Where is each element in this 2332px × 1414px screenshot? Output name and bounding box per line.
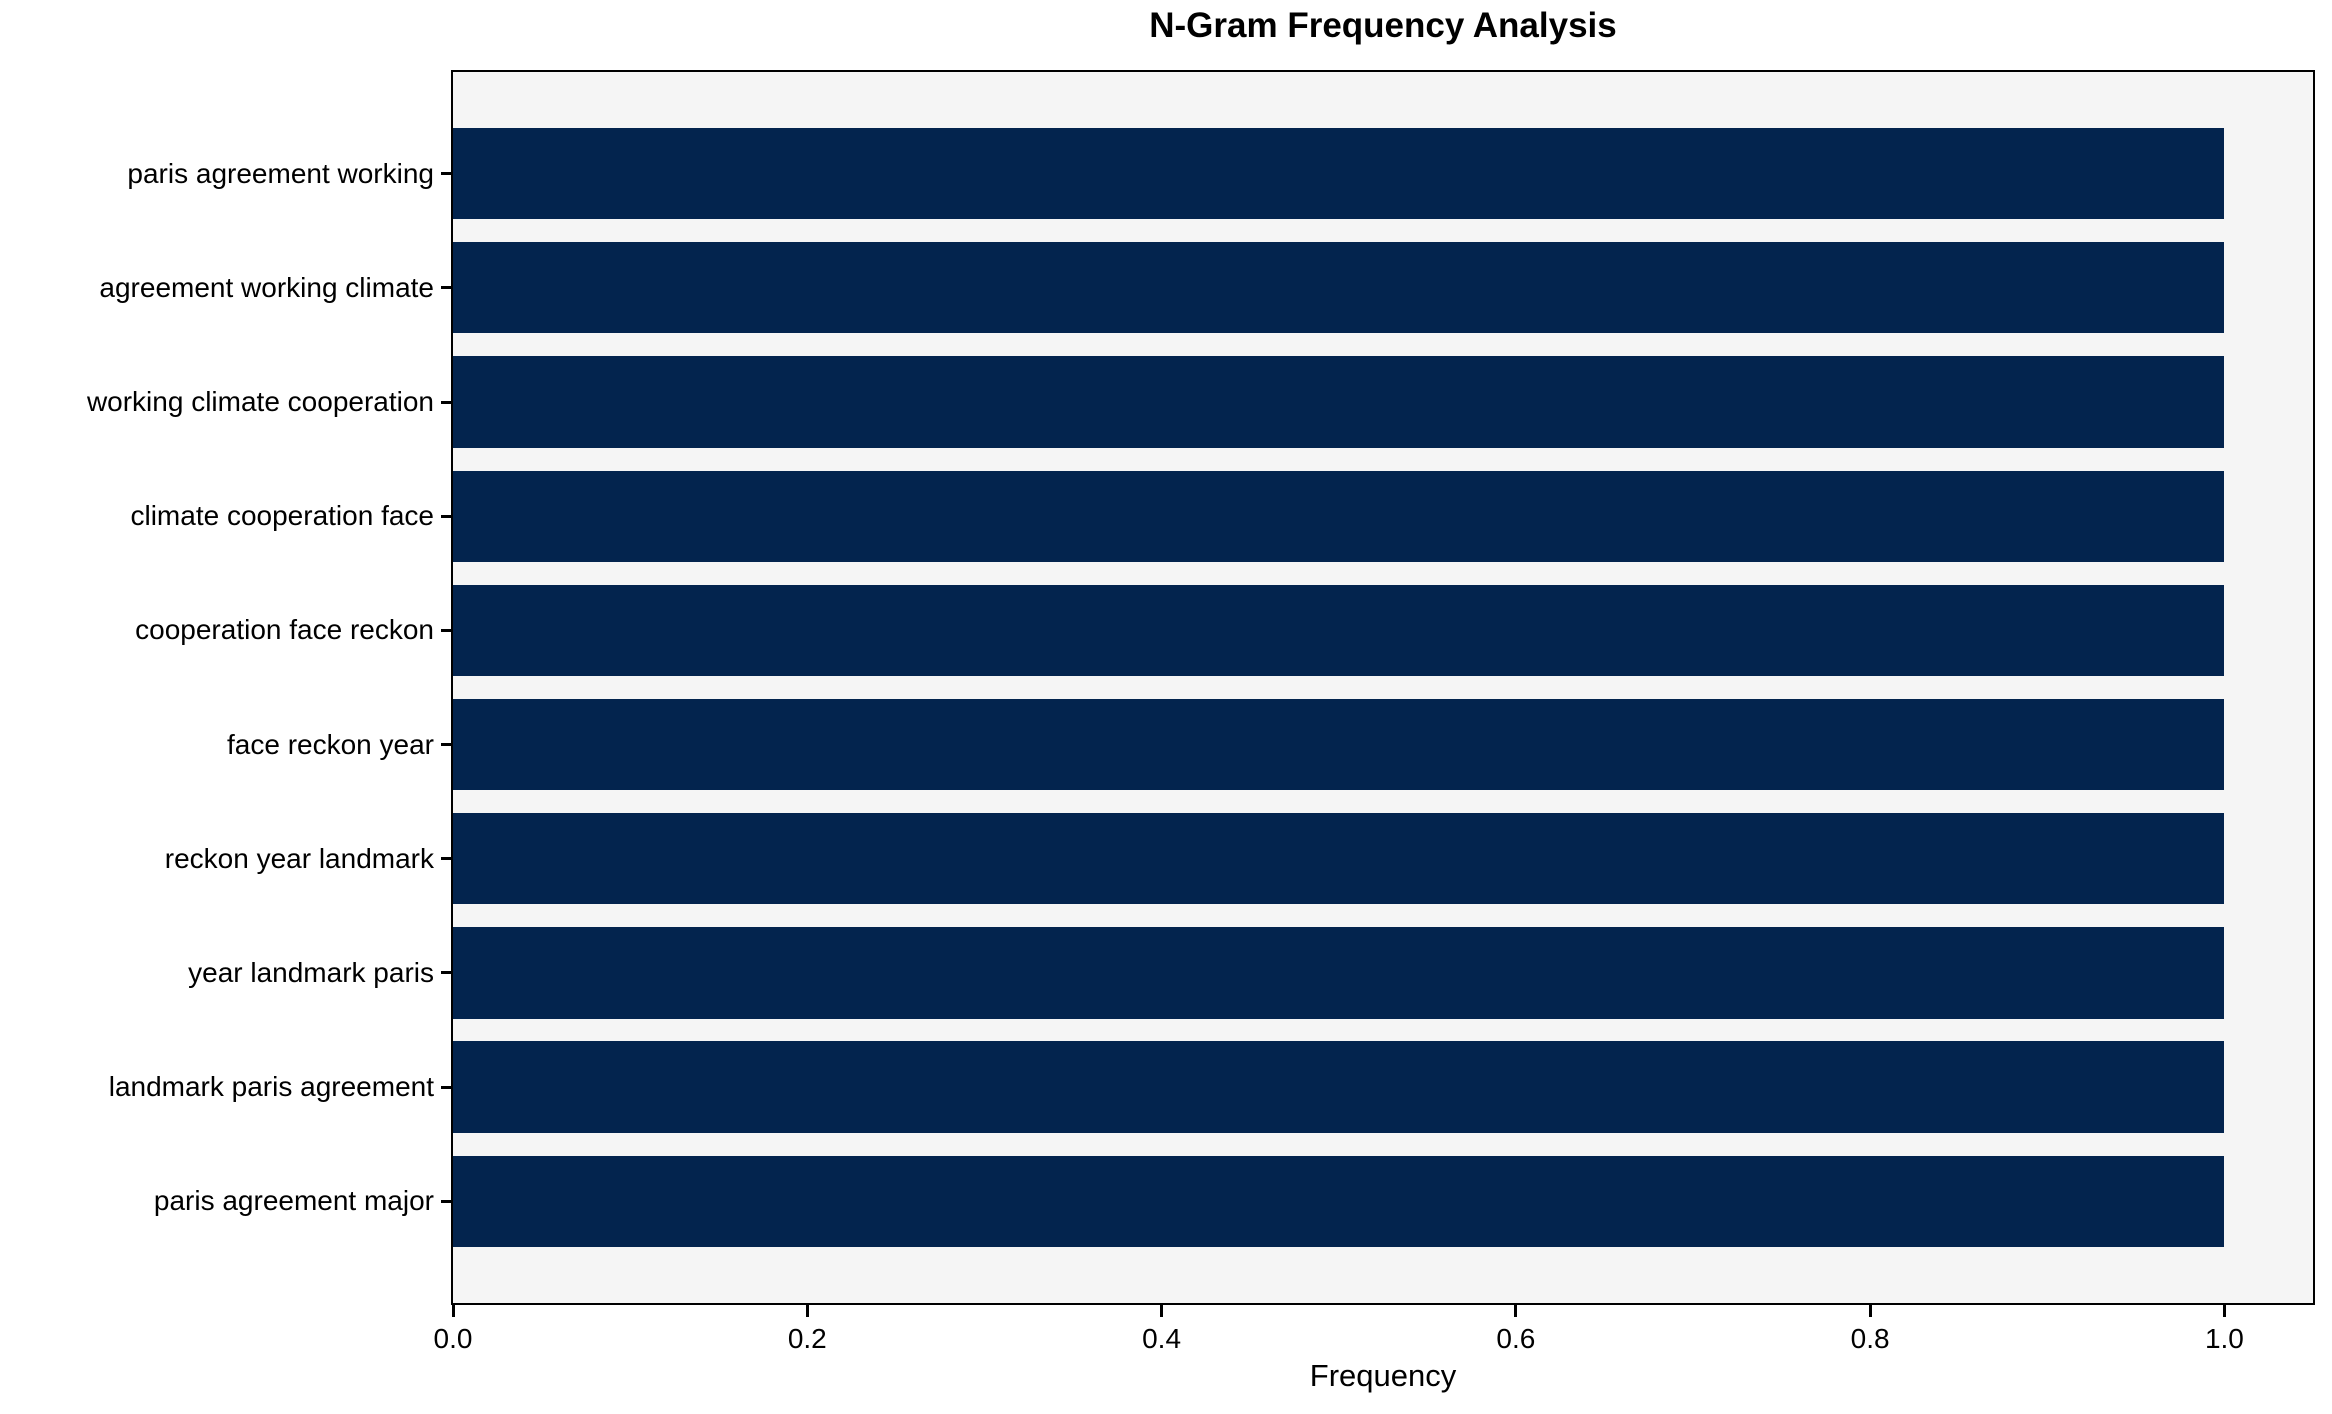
x-tick-mark (451, 1305, 455, 1317)
y-tick-mark (441, 400, 453, 404)
x-tick-mark (1160, 1305, 1164, 1317)
bar (453, 927, 2225, 1019)
y-tick-mark (441, 857, 453, 861)
y-tick-mark (441, 514, 453, 518)
x-tick-label: 0.0 (433, 1323, 473, 1354)
x-tick-label: 1.0 (2204, 1323, 2244, 1354)
x-tick-label: 0.4 (1142, 1323, 1182, 1354)
y-tick-label: face reckon year (227, 728, 434, 760)
y-tick-mark (441, 286, 453, 290)
y-tick-label: climate cooperation face (130, 500, 434, 532)
y-tick-mark (441, 743, 453, 747)
y-tick-label: reckon year landmark (164, 842, 434, 874)
plot-area (451, 70, 2315, 1305)
y-tick-mark (441, 1199, 453, 1203)
bar (453, 242, 2225, 334)
bar (453, 1041, 2225, 1133)
y-tick-label: working climate cooperation (86, 386, 434, 418)
y-tick-label: year landmark paris (188, 956, 434, 988)
x-tick-label: 0.2 (787, 1323, 827, 1354)
bar (453, 356, 2225, 448)
y-tick-label: landmark paris agreement (108, 1071, 434, 1103)
chart-title: N-Gram Frequency Analysis (1149, 6, 1617, 45)
bar (453, 584, 2225, 677)
bar (453, 698, 2225, 791)
x-tick-mark (1514, 1305, 1518, 1317)
x-axis-title: Frequency (1309, 1358, 1457, 1393)
x-tick-mark (1868, 1305, 1872, 1317)
y-tick-label: cooperation face reckon (135, 614, 434, 646)
bar (453, 470, 2225, 562)
x-tick-mark (805, 1305, 809, 1317)
y-tick-label: paris agreement major (153, 1185, 434, 1217)
bar (453, 813, 2225, 905)
y-tick-mark (441, 172, 453, 176)
y-tick-label: agreement working climate (99, 271, 434, 303)
y-tick-mark (441, 628, 453, 632)
x-tick-label: 0.8 (1850, 1323, 1890, 1354)
x-tick-mark (2222, 1305, 2226, 1317)
bar (453, 127, 2225, 220)
x-tick-label: 0.6 (1496, 1323, 1536, 1354)
y-tick-label: paris agreement working (127, 157, 434, 189)
bar (453, 1155, 2225, 1248)
y-tick-mark (441, 1085, 453, 1089)
y-tick-mark (441, 971, 453, 975)
